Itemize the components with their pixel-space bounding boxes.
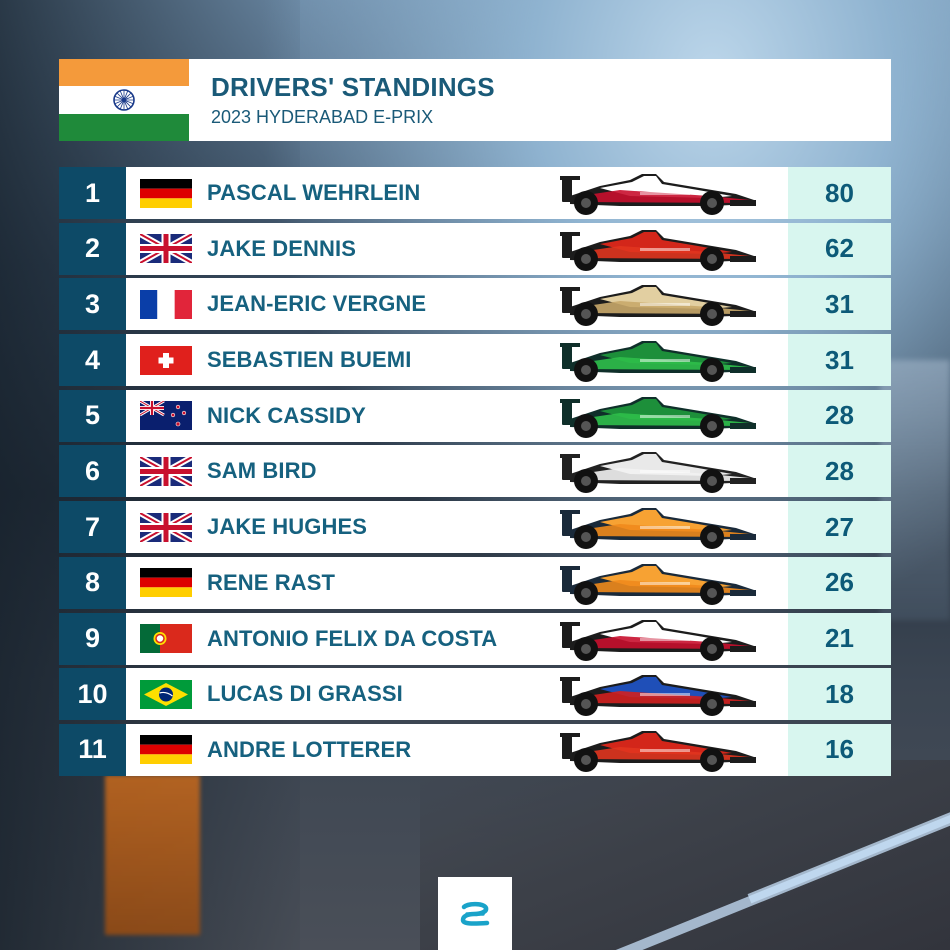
- race-car-image: [560, 508, 756, 550]
- driver-name: JAKE HUGHES: [207, 514, 368, 540]
- brazil-flag-icon: [140, 679, 192, 709]
- driver-cell: ANTONIO FELIX DA COSTA: [126, 612, 788, 665]
- race-car-image: [560, 341, 756, 383]
- points-value: 21: [788, 612, 891, 665]
- driver-cell: JAKE HUGHES: [126, 501, 788, 554]
- position-number: 9: [59, 612, 126, 665]
- driver-cell: ANDRE LOTTERER: [126, 723, 788, 776]
- race-car-image: [560, 285, 756, 327]
- uk-flag-icon: [140, 512, 192, 542]
- race-car-image: [560, 174, 756, 215]
- france-flag-icon: [140, 289, 192, 319]
- race-car-image: [560, 675, 756, 717]
- position-number: 5: [59, 389, 126, 442]
- position-number: 1: [59, 167, 126, 219]
- standings-row: 2 JAKE DENNIS 62: [59, 222, 891, 275]
- driver-name: LUCAS DI GRASSI: [207, 681, 403, 707]
- driver-cell: JAKE DENNIS: [126, 222, 788, 275]
- points-value: 62: [788, 222, 891, 275]
- driver-cell: SAM BIRD: [126, 445, 788, 498]
- driver-name: RENE RAST: [207, 569, 336, 595]
- race-car-image: [560, 229, 756, 271]
- standings-row: 1 PASCAL WEHRLEIN 80: [59, 167, 891, 219]
- driver-name: JAKE DENNIS: [207, 235, 357, 261]
- driver-name: ANTONIO FELIX DA COSTA: [207, 625, 498, 651]
- points-value: 18: [788, 668, 891, 721]
- formula-e-logo-icon: [438, 877, 512, 950]
- background-lane-stripe: [747, 796, 950, 904]
- driver-name: JEAN-ERIC VERGNE: [207, 291, 427, 317]
- driver-cell: PASCAL WEHRLEIN: [126, 167, 788, 219]
- standings-row: 5 NICK CASSIDY 28: [59, 389, 891, 442]
- standings-row: 3 JEAN-ERIC VERGNE 31: [59, 278, 891, 331]
- standings-table: 1 PASCAL WEHRLEIN 80 2 JAKE DENNIS: [59, 167, 891, 780]
- driver-cell: JEAN-ERIC VERGNE: [126, 278, 788, 331]
- standings-row: 4 SEBASTIEN BUEMI 31: [59, 334, 891, 387]
- points-value: 27: [788, 501, 891, 554]
- page-subtitle: 2023 HYDERABAD E-PRIX: [211, 107, 434, 127]
- germany-flag-icon: [140, 735, 192, 765]
- position-number: 3: [59, 278, 126, 331]
- points-value: 31: [788, 334, 891, 387]
- portugal-flag-icon: [140, 624, 192, 653]
- points-value: 28: [788, 445, 891, 498]
- driver-name: PASCAL WEHRLEIN: [207, 180, 421, 205]
- race-car-image: [560, 452, 756, 494]
- points-value: 16: [788, 723, 891, 776]
- points-value: 26: [788, 556, 891, 609]
- standings-row: 7 JAKE HUGHES 27: [59, 501, 891, 554]
- standings-row: 11 ANDRE LOTTERER 16: [59, 723, 891, 776]
- position-number: 4: [59, 334, 126, 387]
- driver-cell: LUCAS DI GRASSI: [126, 668, 788, 721]
- driver-cell: RENE RAST: [126, 556, 788, 609]
- driver-name: SEBASTIEN BUEMI: [207, 347, 412, 373]
- position-number: 8: [59, 556, 126, 609]
- position-number: 7: [59, 501, 126, 554]
- uk-flag-icon: [140, 456, 192, 486]
- race-car-image: [560, 563, 756, 605]
- points-value: 80: [788, 167, 891, 219]
- position-number: 11: [59, 723, 126, 776]
- standings-row: 8 RENE RAST 26: [59, 556, 891, 609]
- race-car-image: [560, 396, 756, 438]
- driver-name: SAM BIRD: [207, 458, 317, 484]
- india-flag-icon: [59, 59, 189, 141]
- standings-row: 6 SAM BIRD 28: [59, 445, 891, 498]
- standings-row: 9 ANTONIO FELIX DA COSTA 21: [59, 612, 891, 665]
- switzerland-flag-icon: [140, 345, 192, 375]
- newzealand-flag-icon: [140, 401, 192, 431]
- points-value: 28: [788, 389, 891, 442]
- points-value: 31: [788, 278, 891, 331]
- driver-cell: NICK CASSIDY: [126, 389, 788, 442]
- race-car-image: [560, 730, 756, 772]
- position-number: 10: [59, 668, 126, 721]
- standings-row: 10 LUCAS DI GRASSI 18: [59, 668, 891, 721]
- driver-name: NICK CASSIDY: [207, 402, 366, 428]
- position-number: 2: [59, 222, 126, 275]
- race-car-image: [560, 619, 756, 661]
- uk-flag-icon: [140, 234, 192, 264]
- position-number: 6: [59, 445, 126, 498]
- background-orange-banner: [105, 775, 200, 935]
- germany-flag-icon: [140, 178, 192, 208]
- page-title: DRIVERS' STANDINGS: [211, 72, 495, 102]
- germany-flag-icon: [140, 568, 192, 598]
- driver-cell: SEBASTIEN BUEMI: [126, 334, 788, 387]
- standings-header: DRIVERS' STANDINGS 2023 HYDERABAD E-PRIX: [59, 59, 891, 141]
- ashoka-chakra-icon: [113, 89, 135, 111]
- driver-name: ANDRE LOTTERER: [207, 736, 412, 762]
